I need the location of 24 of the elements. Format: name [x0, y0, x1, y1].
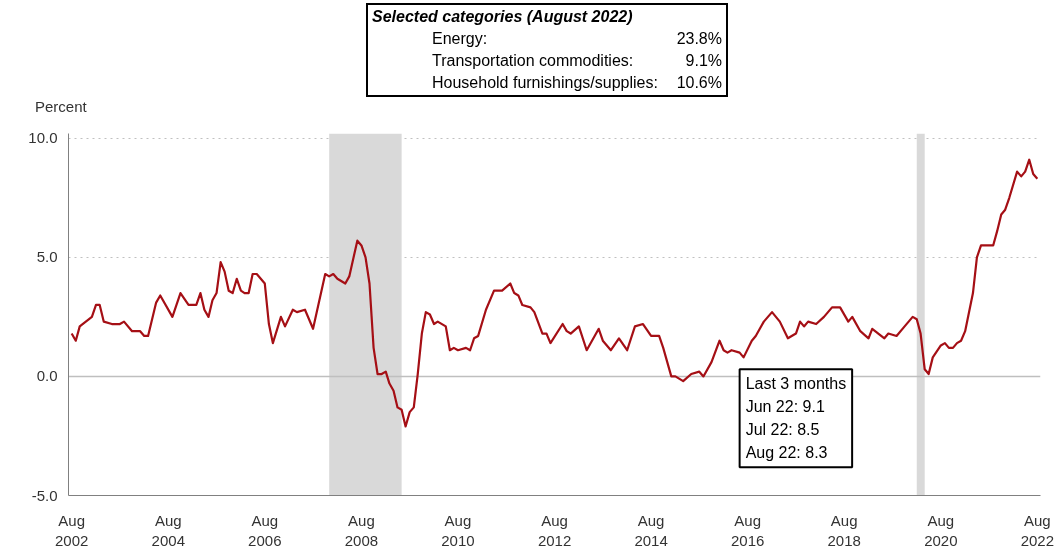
- text: Transportation commodities: 9.1%: [432, 52, 722, 69]
- annotation: Aug 22: 8.3: [745, 444, 828, 462]
- y-tick-label: 5.0: [36, 248, 58, 266]
- annotation: Jun 22: 9.1: [745, 398, 825, 416]
- y-tick-label: 10.0: [28, 129, 58, 147]
- text: Energy: 23.8%: [432, 30, 722, 47]
- annotation: Last 3 months: [745, 375, 847, 393]
- x-tick-label: Aug 2002: [54, 511, 89, 549]
- x-tick-label: Aug 2010: [441, 511, 475, 549]
- x-tick-label: Aug 2006: [248, 511, 282, 549]
- x-tick-label: Aug 2014: [634, 511, 668, 549]
- x-tick-label: Aug 2004: [151, 511, 185, 549]
- x-tick-label: Aug 2012: [537, 511, 572, 549]
- text: Selected categories (August 2022): [372, 7, 634, 27]
- x-tick-label: Aug 2016: [731, 511, 765, 549]
- y-axis-title: Percent: [35, 97, 87, 117]
- x-tick-label: Aug 2018: [827, 511, 861, 549]
- x-tick-label: Aug 2020: [924, 511, 958, 549]
- text: Household furnishings/supplies: 10.6%: [432, 73, 722, 93]
- x-tick-label: Aug 2008: [344, 511, 379, 549]
- y-tick-label: -5.0: [31, 486, 58, 504]
- annotation: Jul 22: 8.5: [745, 421, 820, 439]
- x-tick-label: Aug 2022: [1020, 511, 1054, 549]
- y-tick-label: 0.0: [36, 367, 58, 385]
